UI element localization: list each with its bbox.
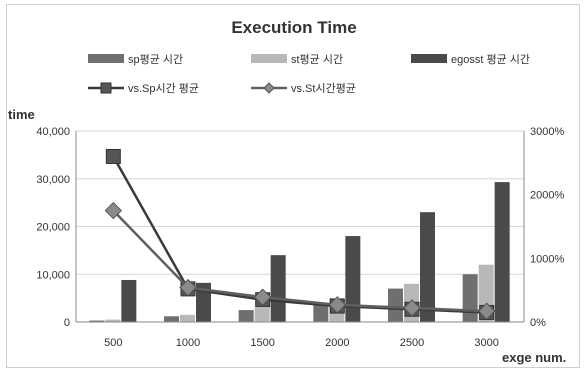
point-marker-diamond [403,299,421,317]
bar [270,255,286,322]
legend-label: vs.Sp시간 평균 [128,82,199,95]
x-tick-label: 2500 [400,337,424,349]
y2-tick-label: 0% [530,317,546,329]
bar [313,302,329,322]
y2-tick-label: 1000% [530,253,564,265]
legend-label: vs.St시간평균 [291,82,356,95]
legend: sp평균 시간 st평균 시간 egosst 평균 시간 vs.Sp시간 평균 vs.S… [88,53,530,95]
bar [388,288,403,322]
series-line [112,209,487,313]
bar [462,274,478,322]
y2-tick-label: 2000% [530,190,564,202]
bar [164,316,179,322]
series-line [112,155,487,314]
y-tick-label: 20,000 [36,222,70,234]
bar [420,212,435,322]
bar [180,314,195,322]
bar [254,307,270,322]
axes-layer: 0 10,000 20,000 30,000 40,000 0% 1000% 2000% 300… [36,126,564,349]
point-marker-diamond [253,288,272,306]
gridlines [76,130,524,275]
bar [121,279,137,322]
point-marker-diamond [477,302,496,320]
x-tick-label: 1500 [250,337,274,349]
legend-swatch [251,54,287,63]
point-marker-square [105,148,121,164]
bar [494,182,510,322]
chart-title: Execution Time [231,18,356,37]
lines-layer [104,148,496,320]
legend-swatch [411,54,447,63]
y-tick-label: 40,000 [36,126,70,138]
point-marker-diamond [179,278,197,297]
bar [89,320,105,322]
x-tick-label: 3000 [474,337,498,349]
y-tick-label: 30,000 [36,174,70,186]
y2-tick-label: 3000% [530,126,564,138]
legend-marker-diamond [263,82,275,94]
legend-label: sp평균 시간 [128,53,183,66]
y-tick-label: 10,000 [36,269,70,281]
bar [345,236,361,322]
bar [105,319,121,322]
x-axis-label: exge num. [502,350,566,365]
legend-marker-square [100,82,112,94]
legend-label: egosst 평균 시간 [451,53,530,66]
legend-label: st평균 시간 [291,53,343,66]
x-tick-label: 500 [104,337,122,349]
x-tick-label: 1000 [176,337,200,349]
point-marker-diamond [328,296,347,314]
y-tick-label: 0 [64,317,70,329]
legend-swatch [88,54,124,63]
bar [238,310,254,322]
point-marker-diamond [104,201,123,220]
y-axis-label: time [8,107,35,122]
x-tick-label: 2000 [325,337,349,349]
